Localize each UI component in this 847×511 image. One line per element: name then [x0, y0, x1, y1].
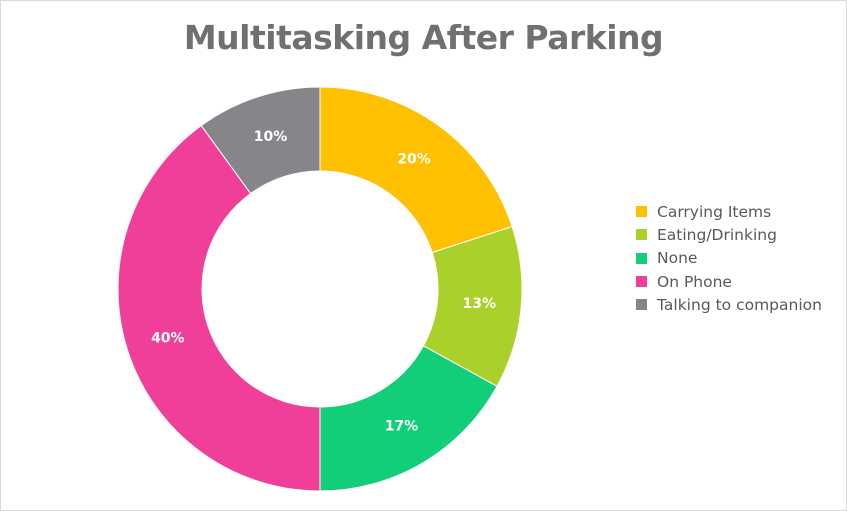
legend-label: Eating/Drinking [657, 225, 777, 244]
data-label-talking-to-companion: 10% [254, 129, 288, 145]
slice-talking-to-companion [200, 86, 321, 195]
legend-swatch [636, 299, 647, 311]
legend-swatch [636, 252, 647, 264]
data-label-carrying-items: 20% [397, 152, 431, 168]
chart-title: Multitasking After Parking [183, 18, 664, 57]
legend-label: None [657, 249, 698, 268]
legend-label: On Phone [657, 272, 732, 291]
legend-label: Carrying Items [657, 202, 772, 221]
slice-carrying-items [319, 86, 513, 254]
legend-item-talking-to-companion: Talking to companion [636, 293, 822, 316]
legend-label: Talking to companion [657, 295, 822, 314]
legend-swatch [636, 229, 647, 241]
legend-swatch [636, 276, 647, 288]
chart-legend: Carrying Items Eating/Drinking None On Phon… [636, 200, 822, 316]
legend-swatch [636, 206, 647, 218]
data-label-eating-drinking: 13% [463, 296, 497, 312]
legend-item-carrying-items: Carrying Items [636, 200, 822, 223]
legend-item-none: None [636, 247, 822, 270]
legend-item-eating-drinking: Eating/Drinking [636, 223, 822, 246]
data-label-on-phone: 40% [151, 330, 185, 346]
slice-on-phone [117, 124, 321, 492]
slice-none [319, 345, 498, 492]
legend-item-on-phone: On Phone [636, 270, 822, 293]
data-label-none: 17% [385, 419, 419, 435]
